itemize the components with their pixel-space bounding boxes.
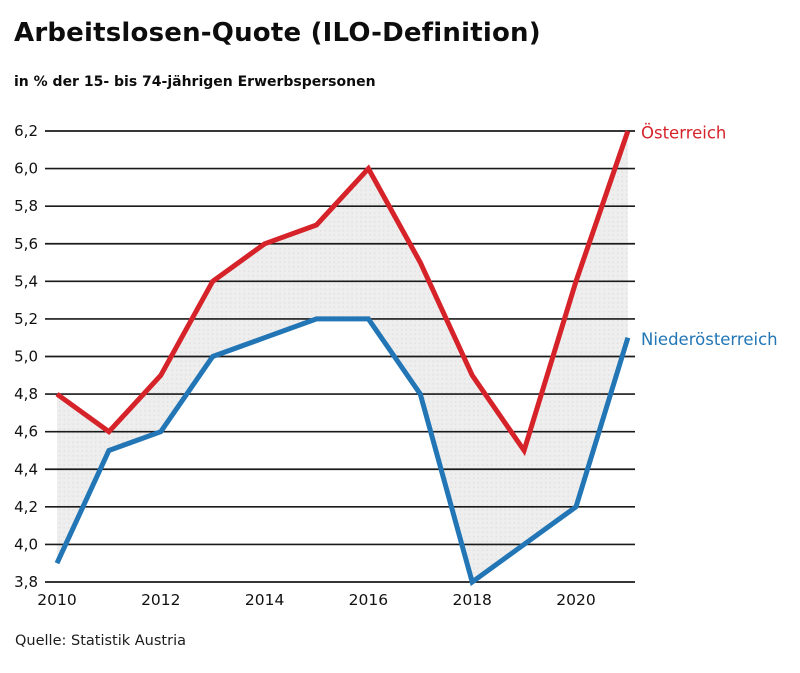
y-tick-label: 6,0 <box>14 160 38 178</box>
x-axis: 2010 2012 2014 2016 2018 2020 <box>37 591 595 609</box>
x-tick-label: 2014 <box>245 591 284 609</box>
y-tick-label: 4,4 <box>14 460 38 478</box>
y-tick-label: 5,2 <box>14 310 38 328</box>
chart-title: Arbeitslosen-Quote (ILO-Definition) <box>14 18 541 48</box>
y-axis: 6,2 6,0 5,8 5,6 5,4 5,2 5,0 4,8 4,6 4,4 4,2 4,0 3,8 <box>14 122 635 591</box>
y-tick-label: 4,8 <box>14 385 38 403</box>
series-line-niederoesterreich <box>54 316 631 587</box>
series-line-oesterreich <box>55 130 631 457</box>
y-tick-label: 5,0 <box>14 348 38 366</box>
y-tick-label: 6,2 <box>14 122 38 140</box>
x-tick-label: 2020 <box>556 591 595 609</box>
x-tick-label: 2010 <box>37 591 76 609</box>
source-note: Quelle: Statistik Austria <box>15 633 186 649</box>
y-tick-label: 4,6 <box>14 423 38 441</box>
chart-subtitle: in % der 15- bis 74-jährigen Erwerbspers… <box>14 74 376 90</box>
y-tick-label: 4,2 <box>14 498 38 516</box>
series-label-niederoesterreich: Niederösterreich <box>641 330 778 349</box>
y-tick-label: 3,8 <box>14 573 38 591</box>
y-tick-label: 4,0 <box>14 535 38 553</box>
x-tick-label: 2016 <box>349 591 388 609</box>
y-tick-label: 5,6 <box>14 235 38 253</box>
y-tick-label: 5,4 <box>14 272 38 290</box>
x-tick-label: 2018 <box>452 591 491 609</box>
series-label-oesterreich: Österreich <box>641 124 726 143</box>
y-tick-label: 5,8 <box>14 197 38 215</box>
x-tick-label: 2012 <box>141 591 180 609</box>
